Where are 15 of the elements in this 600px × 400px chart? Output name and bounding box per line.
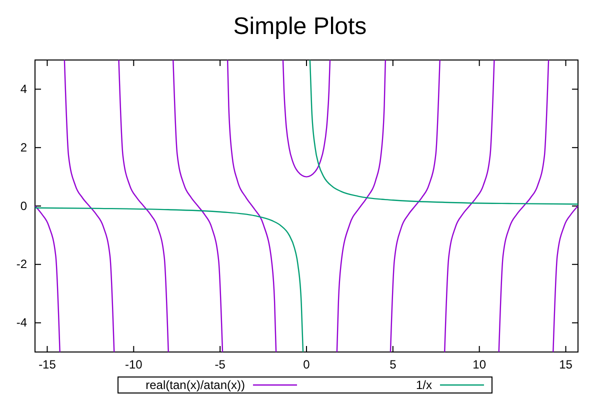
x-tick-label: 5 — [390, 358, 397, 372]
y-tick-label: 4 — [20, 82, 28, 96]
y-tick-label: -2 — [16, 257, 28, 272]
legend-label: real(tan(x)/atan(x)) — [146, 378, 245, 392]
y-tick-label: -4 — [16, 316, 28, 330]
x-tick-label: 15 — [559, 358, 573, 372]
y-tick-label: 0 — [20, 198, 28, 213]
x-tick-label: -5 — [214, 358, 226, 372]
y-tick-label: 2 — [20, 140, 28, 154]
chart-title: Simple Plots — [233, 13, 367, 40]
legend-label: 1/x — [416, 378, 432, 392]
x-tick-label: -15 — [38, 358, 56, 372]
x-tick-label: 10 — [472, 358, 486, 372]
x-tick-label: 0 — [303, 358, 310, 372]
x-tick-label: -10 — [124, 358, 143, 372]
